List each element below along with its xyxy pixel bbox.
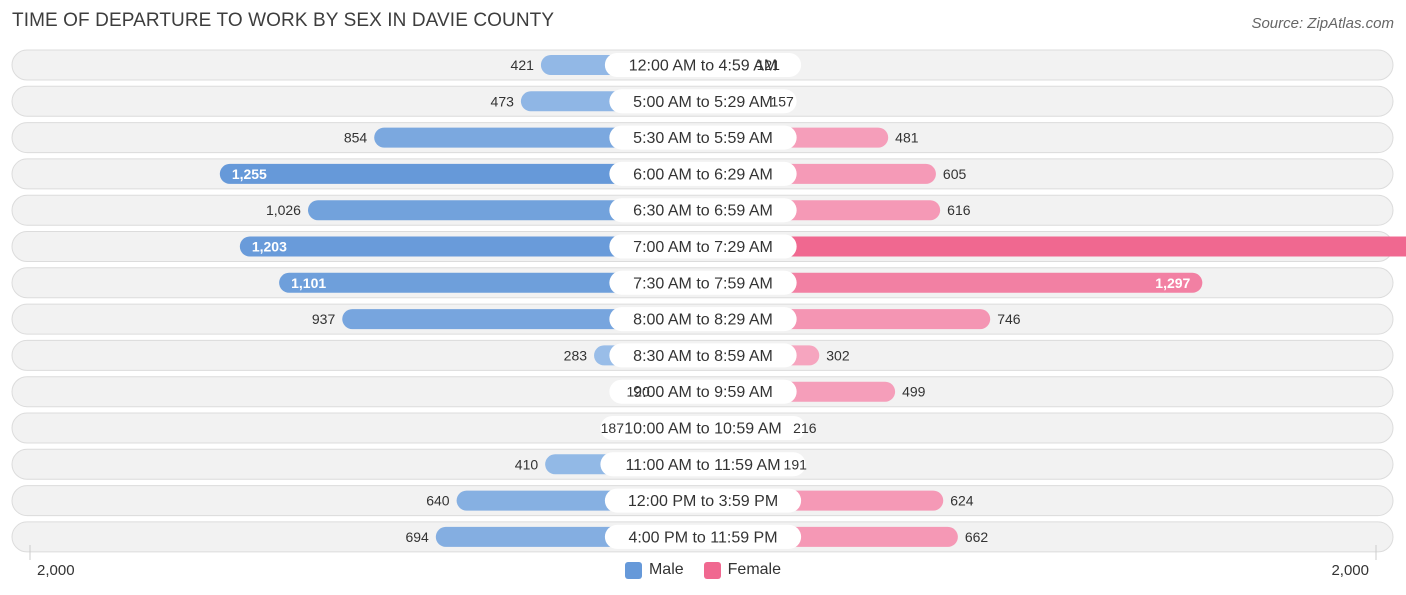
legend-item-female[interactable]: Female (703, 561, 782, 579)
value-label-male: 1,026 (266, 202, 301, 218)
value-label-female: 662 (965, 529, 989, 545)
bar-male (279, 272, 703, 293)
value-label-male: 283 (564, 347, 588, 363)
legend-swatch-female (703, 561, 721, 579)
legend-label-male: Male (648, 561, 684, 578)
value-label-male: 410 (515, 456, 539, 472)
category-pill (609, 379, 797, 404)
category-pill (609, 307, 797, 332)
value-label-male: 854 (344, 130, 368, 146)
legend-swatch-male (624, 561, 642, 579)
value-label-female: 302 (826, 347, 850, 363)
category-label: 6:00 AM to 6:29 AM (633, 166, 773, 183)
value-label-male: 937 (312, 311, 336, 327)
axis-right-label: 2,000 (1331, 562, 1369, 579)
value-label-female: 616 (947, 202, 971, 218)
bar-female (703, 272, 1203, 293)
value-label-male: 1,255 (232, 166, 267, 182)
category-label: 5:00 AM to 5:29 AM (633, 94, 773, 111)
legend-item-male[interactable]: Male (624, 561, 684, 579)
axis-left-label: 2,000 (37, 562, 75, 579)
value-label-female: 216 (793, 420, 817, 436)
category-pill (609, 161, 797, 186)
category-label: 5:30 AM to 5:59 AM (633, 130, 773, 147)
value-label-male: 421 (511, 57, 535, 73)
bar-chart: 12:00 AM to 4:59 AM 421 121 5:00 AM to 5:29… (11, 49, 1406, 560)
category-label: 10:00 AM to 10:59 AM (624, 421, 781, 438)
value-label-male: 187 (601, 420, 625, 436)
category-label: 9:00 AM to 9:59 AM (633, 384, 773, 401)
category-label: 7:30 AM to 7:59 AM (633, 275, 773, 292)
value-label-male: 1,101 (291, 275, 326, 291)
value-label-female: 499 (902, 384, 926, 400)
value-label-male: 473 (491, 93, 515, 109)
category-label: 4:00 PM to 11:59 PM (628, 529, 777, 546)
value-label-female: 121 (757, 57, 781, 73)
legend: Male Female (0, 561, 1406, 579)
category-label: 8:00 AM to 8:29 AM (633, 312, 773, 329)
category-label: 8:30 AM to 8:59 AM (633, 348, 773, 365)
legend-label-female: Female (727, 561, 782, 578)
value-label-female: 157 (770, 93, 794, 109)
category-pill (604, 53, 802, 77)
category-label: 12:00 AM to 4:59 AM (629, 58, 778, 75)
category-pill (604, 488, 802, 513)
category-pill (600, 452, 806, 477)
category-label: 12:00 PM to 3:59 PM (628, 493, 778, 510)
bar-female (703, 236, 1406, 257)
chart-source: Source: ZipAtlas.com (1251, 15, 1394, 32)
value-label-male: 120 (626, 384, 650, 400)
category-pill (604, 524, 802, 549)
category-pill (609, 198, 797, 223)
chart-title: TIME OF DEPARTURE TO WORK BY SEX IN DAVI… (12, 10, 555, 31)
bar-male (239, 236, 703, 257)
value-label-male: 640 (426, 493, 450, 509)
category-label: 7:00 AM to 7:29 AM (633, 239, 773, 256)
category-label: 6:30 AM to 6:59 AM (633, 203, 773, 220)
category-pill (609, 234, 797, 259)
value-label-male: 1,203 (252, 239, 287, 255)
value-label-female: 746 (997, 311, 1021, 327)
value-label-female: 191 (784, 456, 808, 472)
value-label-female: 481 (895, 130, 919, 146)
value-label-female: 624 (950, 493, 974, 509)
category-pill (600, 416, 806, 440)
bar-male (307, 200, 703, 221)
category-label: 11:00 AM to 11:59 AM (625, 457, 780, 474)
value-label-female: 1,297 (1155, 275, 1190, 291)
value-label-female: 605 (943, 166, 967, 182)
category-pill (609, 270, 797, 295)
category-pill (609, 89, 797, 114)
value-label-male: 694 (405, 529, 429, 545)
category-pill (609, 343, 797, 368)
category-pill (609, 125, 797, 150)
bar-male (219, 163, 703, 184)
